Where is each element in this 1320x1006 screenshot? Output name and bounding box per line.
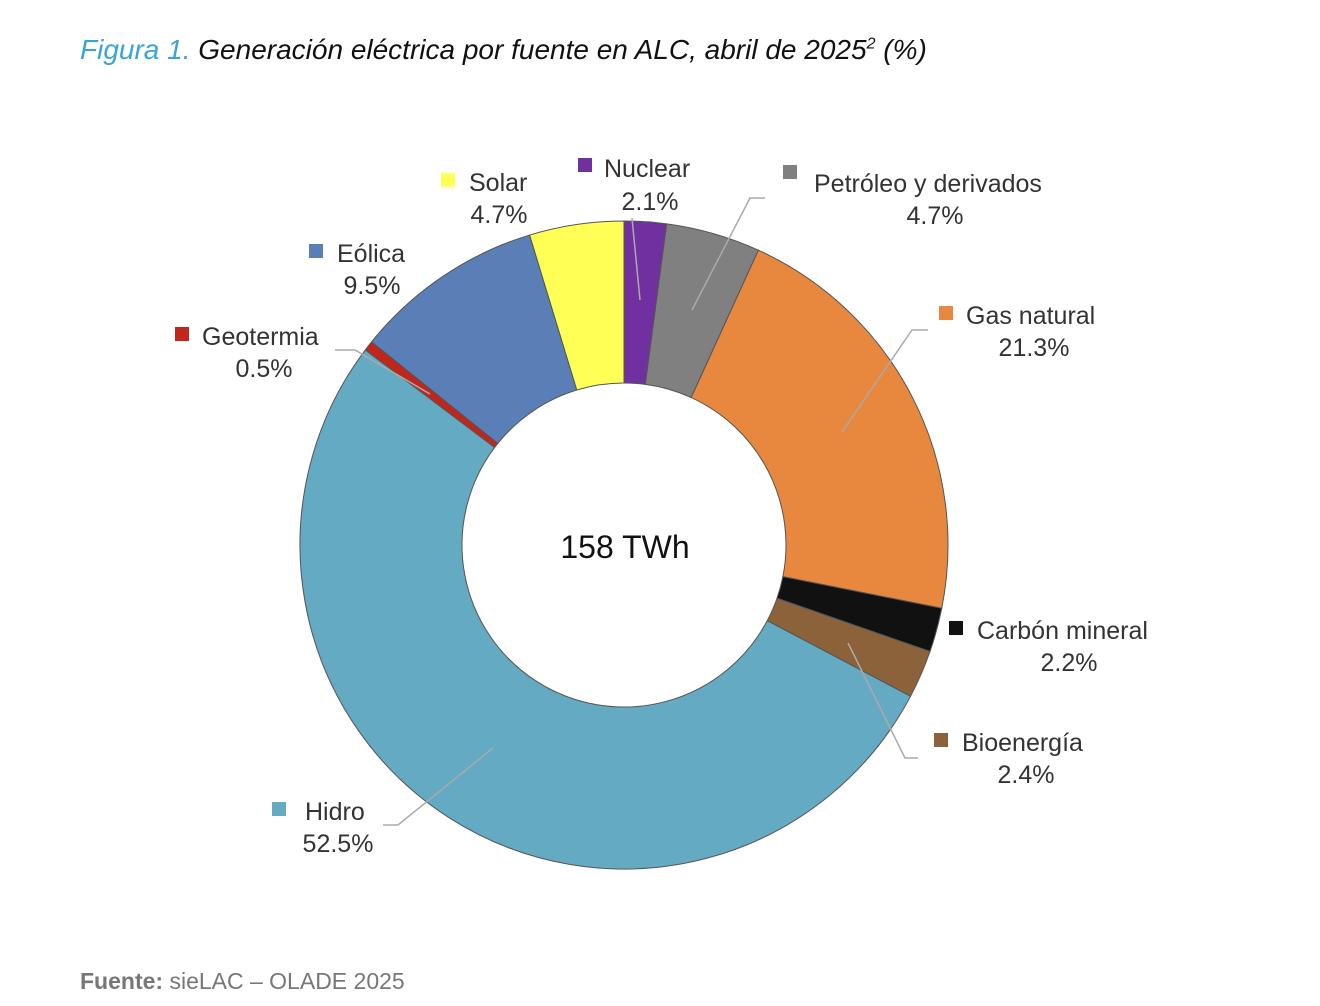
legend-swatch-bioenergia xyxy=(934,733,948,747)
slice-labels: Nuclear 2.1% Petróleo y derivados 4.7% Gas n… xyxy=(175,155,1148,858)
leader-line-hidro xyxy=(383,747,494,826)
figure-title: Figura 1. Generación eléctrica por fuent… xyxy=(80,34,927,66)
figure-unit: (%) xyxy=(883,34,927,65)
label-value-hidro: 52.5% xyxy=(303,830,374,858)
leader-line-nuclear xyxy=(631,217,641,301)
legend-swatch-nuclear xyxy=(578,158,592,172)
label-name-hidro: Hidro xyxy=(305,798,365,826)
legend-swatch-hidro xyxy=(272,802,286,816)
label-value-bioenergia: 2.4% xyxy=(998,761,1055,789)
label-name-bioenergia: Bioenergía xyxy=(962,729,1083,757)
legend-swatch-petroleo-y-derivados xyxy=(783,165,797,179)
source-note: Fuente: sieLAC – OLADE 2025 xyxy=(80,968,405,995)
center-label: 158 TWh xyxy=(560,529,689,565)
label-value-eolica: 9.5% xyxy=(344,272,401,300)
label-value-nuclear: 2.1% xyxy=(622,188,679,216)
label-value-geotermia: 0.5% xyxy=(236,355,293,383)
label-name-solar: Solar xyxy=(469,169,527,197)
slice-gas-natural xyxy=(690,249,949,609)
legend-swatch-geotermia xyxy=(175,327,189,341)
leader-line-petroleo-y-derivados xyxy=(691,197,765,311)
slices xyxy=(299,220,949,870)
legend-swatch-solar xyxy=(441,173,455,187)
label-name-nuclear: Nuclear xyxy=(604,155,690,183)
slice-solar xyxy=(528,220,625,391)
label-name-carbon-mineral: Carbón mineral xyxy=(977,617,1148,645)
label-name-geotermia: Geotermia xyxy=(202,323,319,351)
figure-number: Figura 1. xyxy=(80,34,191,65)
slice-hidro xyxy=(299,349,912,870)
leader-lines xyxy=(335,197,928,826)
legend-swatch-gas-natural xyxy=(939,306,953,320)
label-value-solar: 4.7% xyxy=(471,201,528,229)
legend-swatch-carbon-mineral xyxy=(949,621,963,635)
label-value-gas-natural: 21.3% xyxy=(999,334,1070,362)
label-name-eolica: Eólica xyxy=(337,240,405,268)
leader-line-geotermia xyxy=(335,349,431,395)
footnote-marker: 2 xyxy=(866,35,876,53)
figure-title-text: Generación eléctrica por fuente en ALC, … xyxy=(198,34,867,65)
source-text: sieLAC – OLADE 2025 xyxy=(169,968,405,994)
label-name-petroleo-y-derivados: Petróleo y derivados xyxy=(814,170,1042,198)
source-label: Fuente: xyxy=(80,968,164,994)
leader-line-gas-natural xyxy=(841,329,928,433)
legend-swatch-eolica xyxy=(309,244,323,258)
label-name-gas-natural: Gas natural xyxy=(966,302,1095,330)
label-value-petroleo-y-derivados: 4.7% xyxy=(907,202,964,230)
leader-line-bioenergia xyxy=(847,642,918,759)
label-value-carbon-mineral: 2.2% xyxy=(1041,649,1098,677)
